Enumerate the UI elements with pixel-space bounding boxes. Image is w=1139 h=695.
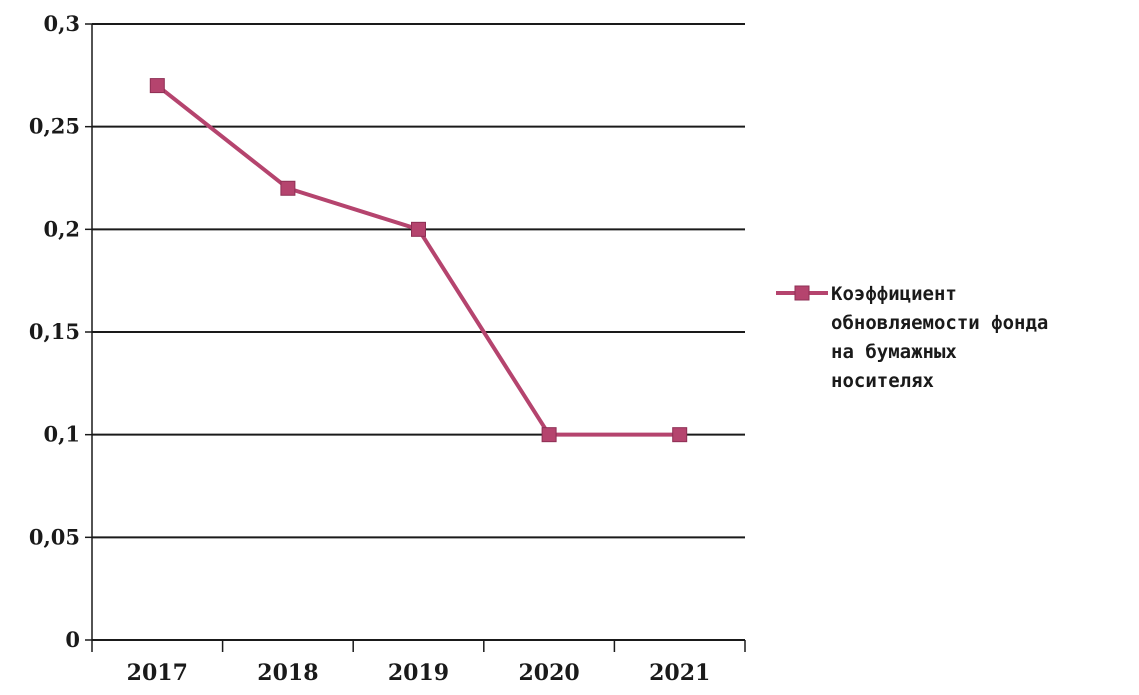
y-tick-label: 0,25 [29,114,80,139]
data-point-marker [280,180,296,196]
x-tick-label: 2018 [257,660,318,686]
data-point-marker [672,427,688,443]
x-tick-label: 2017 [127,660,188,686]
legend: Коэффициент обновляемости фонда на бумажны… [776,283,1048,392]
data-point-marker [541,427,557,443]
legend-label-line: на бумажных [831,341,957,363]
data-point-marker [149,78,165,94]
legend-label-line: Коэффициент [831,283,957,305]
y-tick-label: 0,2 [43,216,80,241]
legend-label: Коэффициент обновляемости фонда на бумажны… [831,283,1048,392]
legend-label-line: носителях [831,370,934,392]
series-line [149,78,688,443]
gridlines [92,23,745,539]
y-tick-label: 0 [65,627,80,652]
y-tick-label: 0,05 [29,524,80,549]
x-tick-label: 2020 [518,660,579,686]
legend-label-line: обновляемости фонда [831,312,1048,334]
y-tick-labels: 0 0,05 0,1 0,15 0,2 0,25 0,3 [29,11,80,652]
y-tick-label: 0,3 [43,11,80,36]
series-polyline [156,84,680,437]
y-tick-label: 0,1 [43,422,80,447]
x-tick-label: 2021 [649,660,710,686]
y-tick-label: 0,15 [29,319,80,344]
x-tick-labels: 2017 2018 2019 2020 2021 [127,660,711,686]
axes [85,23,746,652]
data-point-marker [411,221,426,237]
x-tick-label: 2019 [388,660,449,686]
legend-marker-swatch [794,285,810,301]
